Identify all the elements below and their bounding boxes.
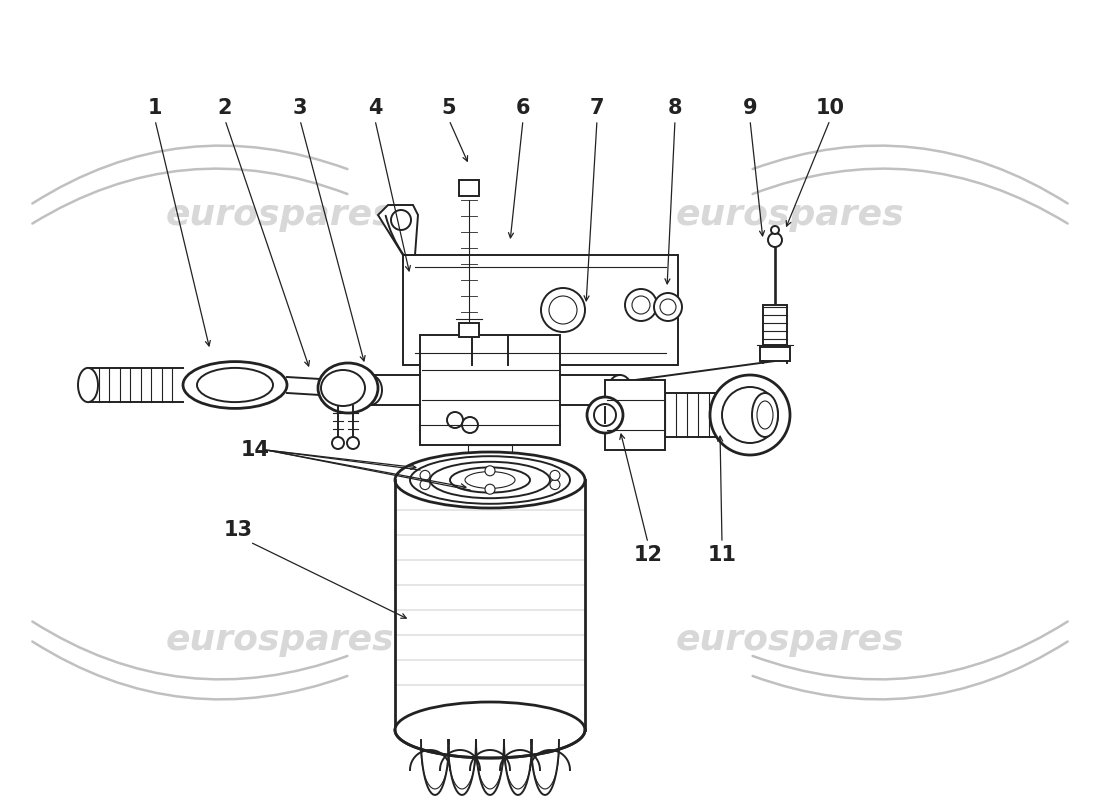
Circle shape (346, 437, 359, 449)
Ellipse shape (549, 296, 578, 324)
Text: 5: 5 (442, 98, 456, 118)
Text: 13: 13 (223, 520, 253, 540)
Bar (459, 180, 478, 196)
Bar (459, 323, 478, 337)
Text: 11: 11 (707, 545, 737, 565)
Polygon shape (420, 335, 560, 445)
Polygon shape (378, 205, 418, 255)
Text: 6: 6 (516, 98, 530, 118)
Ellipse shape (395, 702, 585, 758)
Ellipse shape (594, 404, 616, 426)
Circle shape (550, 480, 560, 490)
Ellipse shape (78, 368, 98, 402)
Circle shape (550, 470, 560, 480)
Text: 2: 2 (218, 98, 232, 118)
Ellipse shape (430, 467, 550, 503)
Ellipse shape (446, 472, 535, 498)
Ellipse shape (654, 293, 682, 321)
Ellipse shape (450, 467, 530, 493)
Text: 8: 8 (668, 98, 682, 118)
Circle shape (447, 412, 463, 428)
Circle shape (485, 484, 495, 494)
Circle shape (420, 480, 430, 490)
Text: 4: 4 (367, 98, 383, 118)
Ellipse shape (752, 393, 778, 437)
Circle shape (390, 210, 411, 230)
Ellipse shape (430, 462, 550, 498)
Circle shape (420, 470, 430, 480)
Circle shape (768, 233, 782, 247)
Circle shape (771, 226, 779, 234)
Ellipse shape (321, 370, 365, 406)
Text: 10: 10 (815, 98, 845, 118)
Polygon shape (403, 255, 678, 365)
Ellipse shape (660, 299, 676, 315)
Bar (763, 305, 786, 345)
Ellipse shape (465, 472, 515, 488)
Ellipse shape (395, 452, 585, 508)
Ellipse shape (757, 401, 773, 429)
Text: 14: 14 (241, 440, 270, 460)
Ellipse shape (358, 375, 382, 405)
Text: eurospares: eurospares (166, 623, 394, 657)
Ellipse shape (632, 296, 650, 314)
Text: 1: 1 (147, 98, 163, 118)
Text: eurospares: eurospares (166, 198, 394, 232)
Text: 9: 9 (742, 98, 757, 118)
Bar (760, 347, 790, 361)
Ellipse shape (722, 387, 778, 443)
Circle shape (332, 437, 344, 449)
Text: 3: 3 (293, 98, 307, 118)
Ellipse shape (608, 375, 632, 405)
Bar (605, 380, 665, 450)
Ellipse shape (710, 375, 790, 455)
Ellipse shape (541, 288, 585, 332)
Circle shape (485, 466, 495, 476)
Ellipse shape (625, 289, 657, 321)
Text: 12: 12 (634, 545, 662, 565)
Ellipse shape (410, 456, 570, 504)
Text: 7: 7 (590, 98, 604, 118)
Ellipse shape (587, 397, 623, 433)
Circle shape (462, 417, 478, 433)
Text: eurospares: eurospares (675, 198, 904, 232)
Text: eurospares: eurospares (675, 623, 904, 657)
Ellipse shape (197, 368, 273, 402)
Ellipse shape (318, 363, 378, 413)
Ellipse shape (183, 362, 287, 408)
